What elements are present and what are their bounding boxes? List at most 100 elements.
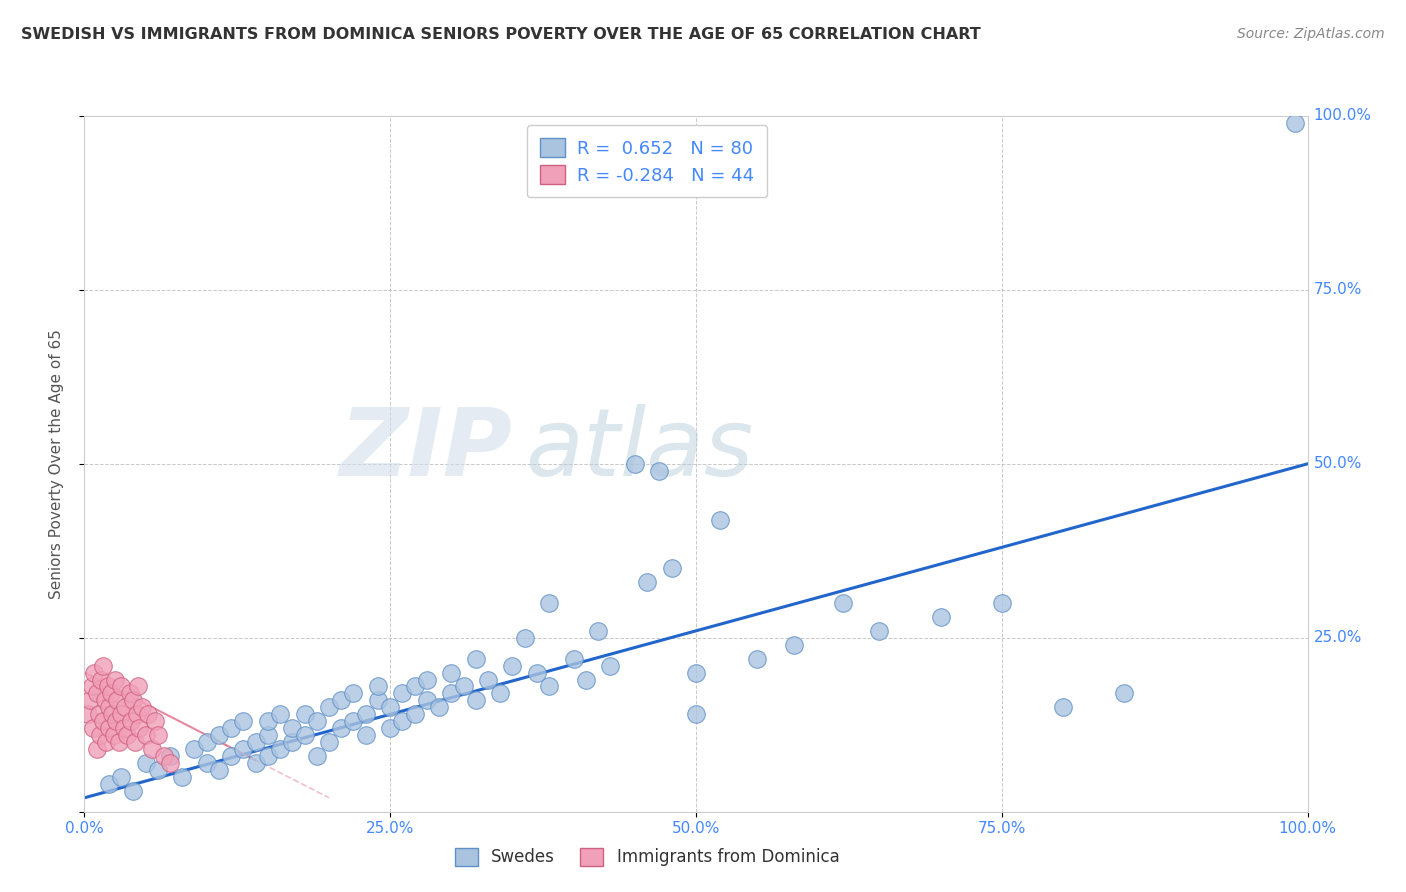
Point [404,707,426,722]
Point [453,680,475,694]
Point [269,742,291,756]
Point [305,749,328,764]
Point [146,728,169,742]
Point [269,707,291,722]
Point [427,700,450,714]
Point [391,714,413,729]
Point [112,721,135,735]
Point [105,693,128,707]
Point [831,596,853,610]
Point [195,735,218,749]
Point [195,756,218,770]
Point [135,756,157,770]
Point [91,714,114,729]
Point [342,686,364,700]
Text: ZIP: ZIP [340,404,512,496]
Point [354,707,377,722]
Point [538,596,561,610]
Point [305,714,328,729]
Point [219,721,242,735]
Point [80,680,103,694]
Point [97,777,120,791]
Point [526,665,548,680]
Point [97,721,120,735]
Point [440,686,463,700]
Point [330,693,353,707]
Point [146,763,169,777]
Text: SWEDISH VS IMMIGRANTS FROM DOMINICA SENIORS POVERTY OVER THE AGE OF 65 CORRELATI: SWEDISH VS IMMIGRANTS FROM DOMINICA SENI… [21,27,981,42]
Point [87,707,110,722]
Point [82,721,104,735]
Point [135,728,157,742]
Point [440,665,463,680]
Point [464,693,486,707]
Point [114,700,136,714]
Point [124,735,146,749]
Y-axis label: Seniors Poverty Over the Age of 65: Seniors Poverty Over the Age of 65 [49,329,63,599]
Point [747,651,769,665]
Point [257,714,280,729]
Point [131,700,153,714]
Point [294,728,316,742]
Point [416,673,439,687]
Point [538,680,561,694]
Point [281,721,304,735]
Point [89,728,111,742]
Point [380,700,402,714]
Point [783,638,806,652]
Point [159,749,181,764]
Point [318,700,340,714]
Point [391,686,413,700]
Point [83,665,105,680]
Point [115,728,138,742]
Point [219,749,242,764]
Point [624,457,647,471]
Text: atlas: atlas [524,404,754,495]
Point [172,770,194,784]
Point [77,707,100,722]
Point [330,721,353,735]
Point [513,631,536,645]
Point [208,728,231,742]
Point [245,735,267,749]
Point [709,512,731,526]
Point [404,680,426,694]
Point [648,464,671,478]
Text: 100.0%: 100.0% [1313,109,1372,123]
Point [118,686,141,700]
Point [354,728,377,742]
Point [245,756,267,770]
Point [599,658,621,673]
Point [464,651,486,665]
Point [122,693,145,707]
Point [990,596,1012,610]
Point [869,624,891,638]
Point [257,749,280,764]
Point [125,707,148,722]
Point [103,728,125,742]
Point [127,680,149,694]
Point [86,742,108,756]
Point [380,721,402,735]
Point [107,735,129,749]
Point [501,658,523,673]
Text: 75.0%: 75.0% [1313,283,1362,297]
Point [281,735,304,749]
Text: Source: ZipAtlas.com: Source: ZipAtlas.com [1237,27,1385,41]
Point [232,714,254,729]
Point [685,665,707,680]
Point [636,575,658,590]
Point [1114,686,1136,700]
Point [94,693,117,707]
Point [232,742,254,756]
Text: 50.0%: 50.0% [1313,457,1362,471]
Point [153,749,176,764]
Point [208,763,231,777]
Point [477,673,499,687]
Point [1052,700,1074,714]
Point [661,561,683,575]
Point [110,770,132,784]
Point [97,700,120,714]
Point [1284,116,1306,130]
Point [90,673,112,687]
